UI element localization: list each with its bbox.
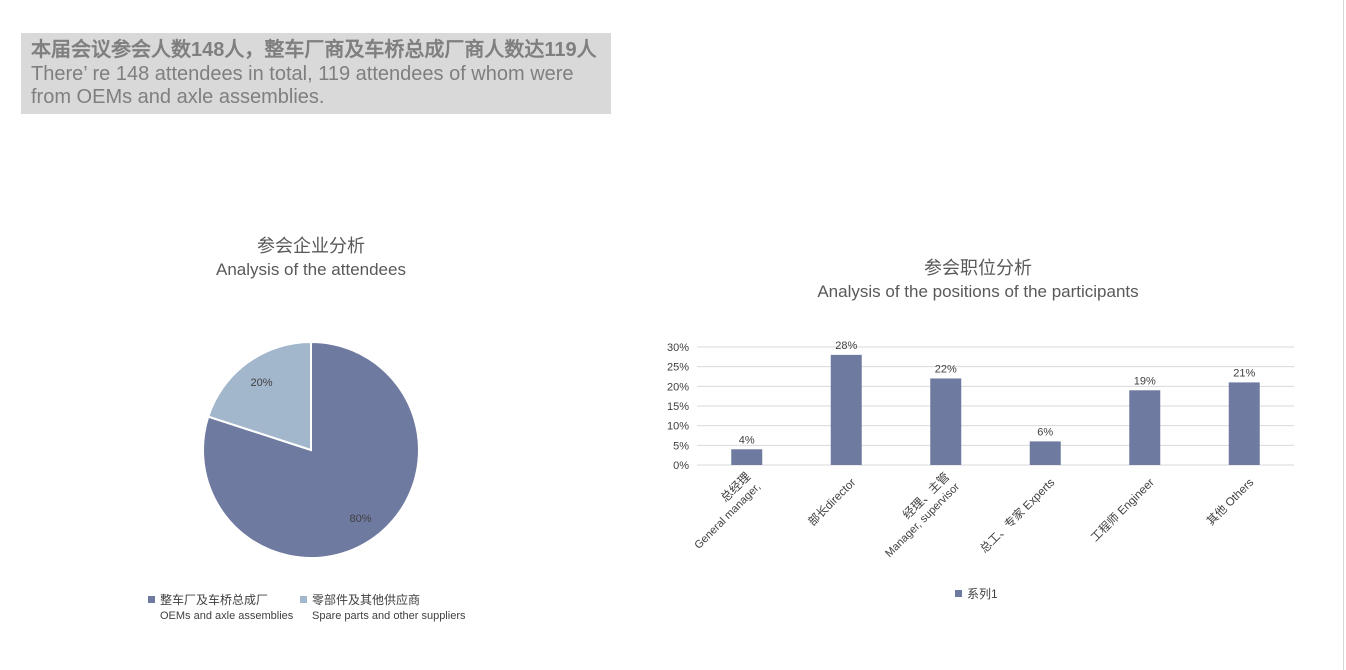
y-tick-label: 25% <box>667 362 689 374</box>
x-tick-label-text: 部长director <box>805 475 858 528</box>
x-tick-label: 其他 Others <box>1204 476 1256 528</box>
legend-label: 系列1 <box>967 587 998 601</box>
summary-title-cn: 本届会议参会人数148人，整车厂商及车桥总成厂商人数达119人 <box>31 39 597 61</box>
legend-label-cn: 零部件及其他供应商 <box>312 593 421 607</box>
legend-label-en: Spare parts and other suppliers <box>312 610 466 622</box>
bar-2 <box>930 378 962 465</box>
legend-swatch <box>148 596 155 603</box>
y-tick-label: 15% <box>667 401 689 413</box>
bar-data-label: 28% <box>835 340 857 352</box>
bar-data-label: 4% <box>739 434 755 446</box>
pie-slice-1 <box>207 340 312 452</box>
bar-data-label: 21% <box>1233 367 1255 379</box>
pie-data-label: 20% <box>250 377 272 389</box>
y-tick-label: 0% <box>673 460 689 472</box>
y-tick-label: 30% <box>667 342 689 354</box>
legend-swatch <box>955 590 962 597</box>
pie-slice-0 <box>202 340 420 559</box>
y-tick-label: 5% <box>673 440 689 452</box>
pie-title-en: Analysis of the attendees <box>216 260 406 279</box>
summary-banner: 本届会议参会人数148人，整车厂商及车桥总成厂商人数达119人 There’ r… <box>21 33 611 114</box>
bar-title-cn: 参会职位分析 <box>924 258 1032 278</box>
legend-swatch <box>300 596 307 603</box>
bar-5 <box>1228 382 1260 465</box>
summary-text-en: There’ re 148 attendees in total, 119 at… <box>31 63 574 108</box>
x-tick-label-text: 工程师 Engineer <box>1088 476 1157 545</box>
bar-legend-item-series1: 系列1 <box>955 586 998 602</box>
bar-0 <box>731 449 763 465</box>
x-tick-label: 总工、专家 Experts <box>977 475 1058 556</box>
bar-1 <box>830 354 862 465</box>
x-tick-label-text: 其他 Others <box>1204 476 1256 528</box>
bar-3 <box>1029 441 1061 465</box>
page-right-border <box>1343 0 1344 670</box>
x-tick-label-cn: 经理、主管 <box>899 469 952 522</box>
bar-title-en: Analysis of the positions of the partici… <box>817 282 1139 301</box>
y-tick-label: 20% <box>667 381 689 393</box>
bar-data-label: 19% <box>1134 375 1156 387</box>
x-tick-label: 工程师 Engineer <box>1088 476 1157 545</box>
x-tick-label-en: General manager, <box>692 481 763 552</box>
pie-legend-item-suppliers: 零部件及其他供应商 Spare parts and other supplier… <box>300 592 465 624</box>
legend-label-cn: 整车厂及车桥总成厂 <box>160 593 269 607</box>
pie-chart-title: 参会企业分析 Analysis of the attendees <box>161 234 461 282</box>
bar-data-label: 6% <box>1037 426 1053 438</box>
pie-data-label: 80% <box>349 513 371 525</box>
pie-legend-item-oems: 整车厂及车桥总成厂 OEMs and axle assemblies <box>148 592 293 624</box>
pie-title-cn: 参会企业分析 <box>257 236 365 256</box>
legend-label-en: OEMs and axle assemblies <box>160 610 294 622</box>
x-tick-label-text: 总工、专家 Experts <box>977 475 1058 556</box>
bar-data-label: 22% <box>935 363 957 375</box>
x-tick-label-en: Manager, supervisor <box>883 481 962 560</box>
x-tick-label-cn: 总经理 <box>718 470 753 505</box>
y-tick-label: 10% <box>667 421 689 433</box>
bar-4 <box>1129 390 1161 465</box>
bar-chart-title: 参会职位分析 Analysis of the positions of the … <box>728 256 1228 304</box>
x-tick-label: 部长director <box>805 475 858 528</box>
